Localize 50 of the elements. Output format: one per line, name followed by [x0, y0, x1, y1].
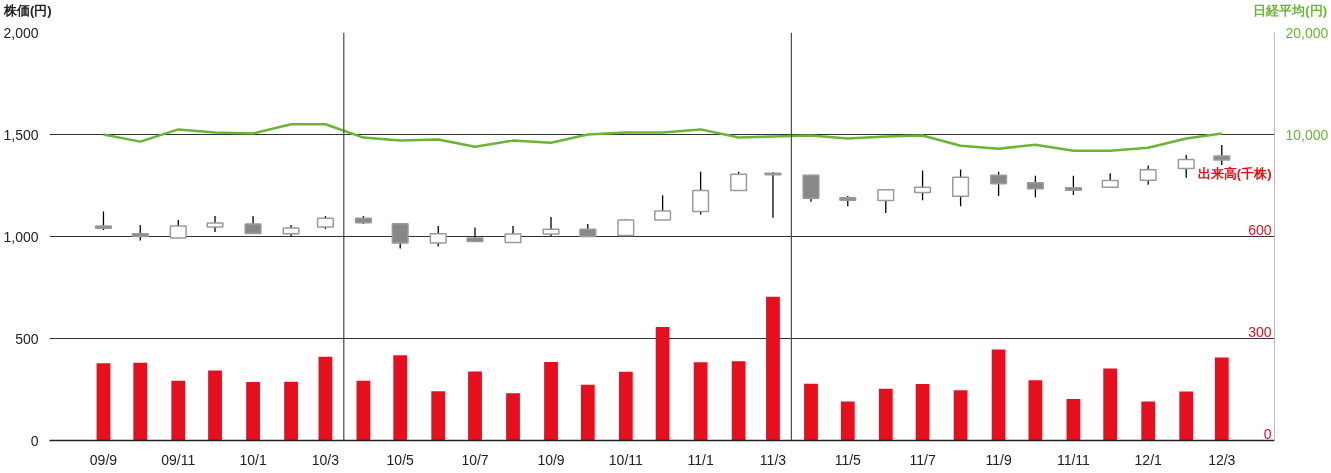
x-tick-label: 10/9	[537, 451, 565, 468]
candlestick	[1213, 144, 1231, 166]
candlestick	[1177, 154, 1195, 179]
x-tick-label: 10/5	[386, 451, 415, 468]
x-tick-label: 10/11	[608, 451, 644, 468]
x-tick-label: 11/3	[759, 451, 787, 468]
candlestick	[1139, 164, 1157, 186]
y-tick-label: 1,000	[3, 228, 39, 245]
candlestick	[542, 216, 560, 237]
candlestick	[169, 219, 187, 240]
x-tick-label: 12/3	[1208, 451, 1236, 468]
candlestick	[1064, 175, 1082, 196]
candlestick	[391, 223, 409, 250]
candlestick	[730, 170, 748, 192]
candlestick	[206, 215, 224, 233]
y-tick-label: 0	[30, 432, 39, 449]
y3-tick-label: 300	[1248, 323, 1272, 340]
candlestick	[952, 168, 970, 207]
candlestick	[94, 210, 113, 231]
x-tick-label: 11/5	[834, 451, 862, 468]
candlestick	[692, 170, 710, 216]
y-tick-label: 1,500	[3, 126, 39, 143]
x-tick-label: 10/3	[311, 451, 340, 468]
candlestick	[913, 169, 932, 201]
x-tick-label: 10/1	[239, 451, 267, 468]
y3-axis-title: 出来高(千株)	[1197, 165, 1272, 181]
x-tick-label: 09/9	[89, 451, 118, 468]
y2label: 日経平均(円)	[1253, 2, 1327, 20]
y2-tick-label: 20,000	[1285, 24, 1329, 41]
candlestick	[429, 225, 447, 248]
y-tick-label: 500	[15, 330, 39, 347]
candlestick	[877, 189, 895, 214]
x-tick-label: 11/1	[687, 451, 714, 468]
y3-tick-label: 600	[1248, 221, 1272, 238]
y2-tick-label: 10,000	[1285, 126, 1329, 143]
x-tick-label: 10/7	[461, 451, 489, 468]
candlestick	[802, 174, 820, 203]
y-tick-label: 2,000	[3, 24, 39, 41]
candlestick	[466, 226, 484, 243]
candlestick	[1026, 175, 1044, 198]
x-tick-label: 11/7	[909, 451, 936, 468]
x-tick-label: 12/1	[1134, 451, 1163, 468]
x-tick-label: 09/11	[161, 451, 196, 468]
line-series	[102, 123, 1224, 153]
ylabel: 株価(円)	[4, 2, 52, 20]
x-tick-label: 11/11	[1056, 451, 1091, 468]
candlestick	[990, 170, 1008, 197]
y3-tick-label: 0	[1263, 425, 1272, 442]
candlestick	[654, 194, 672, 221]
x-tick-label: 11/9	[985, 451, 1012, 468]
